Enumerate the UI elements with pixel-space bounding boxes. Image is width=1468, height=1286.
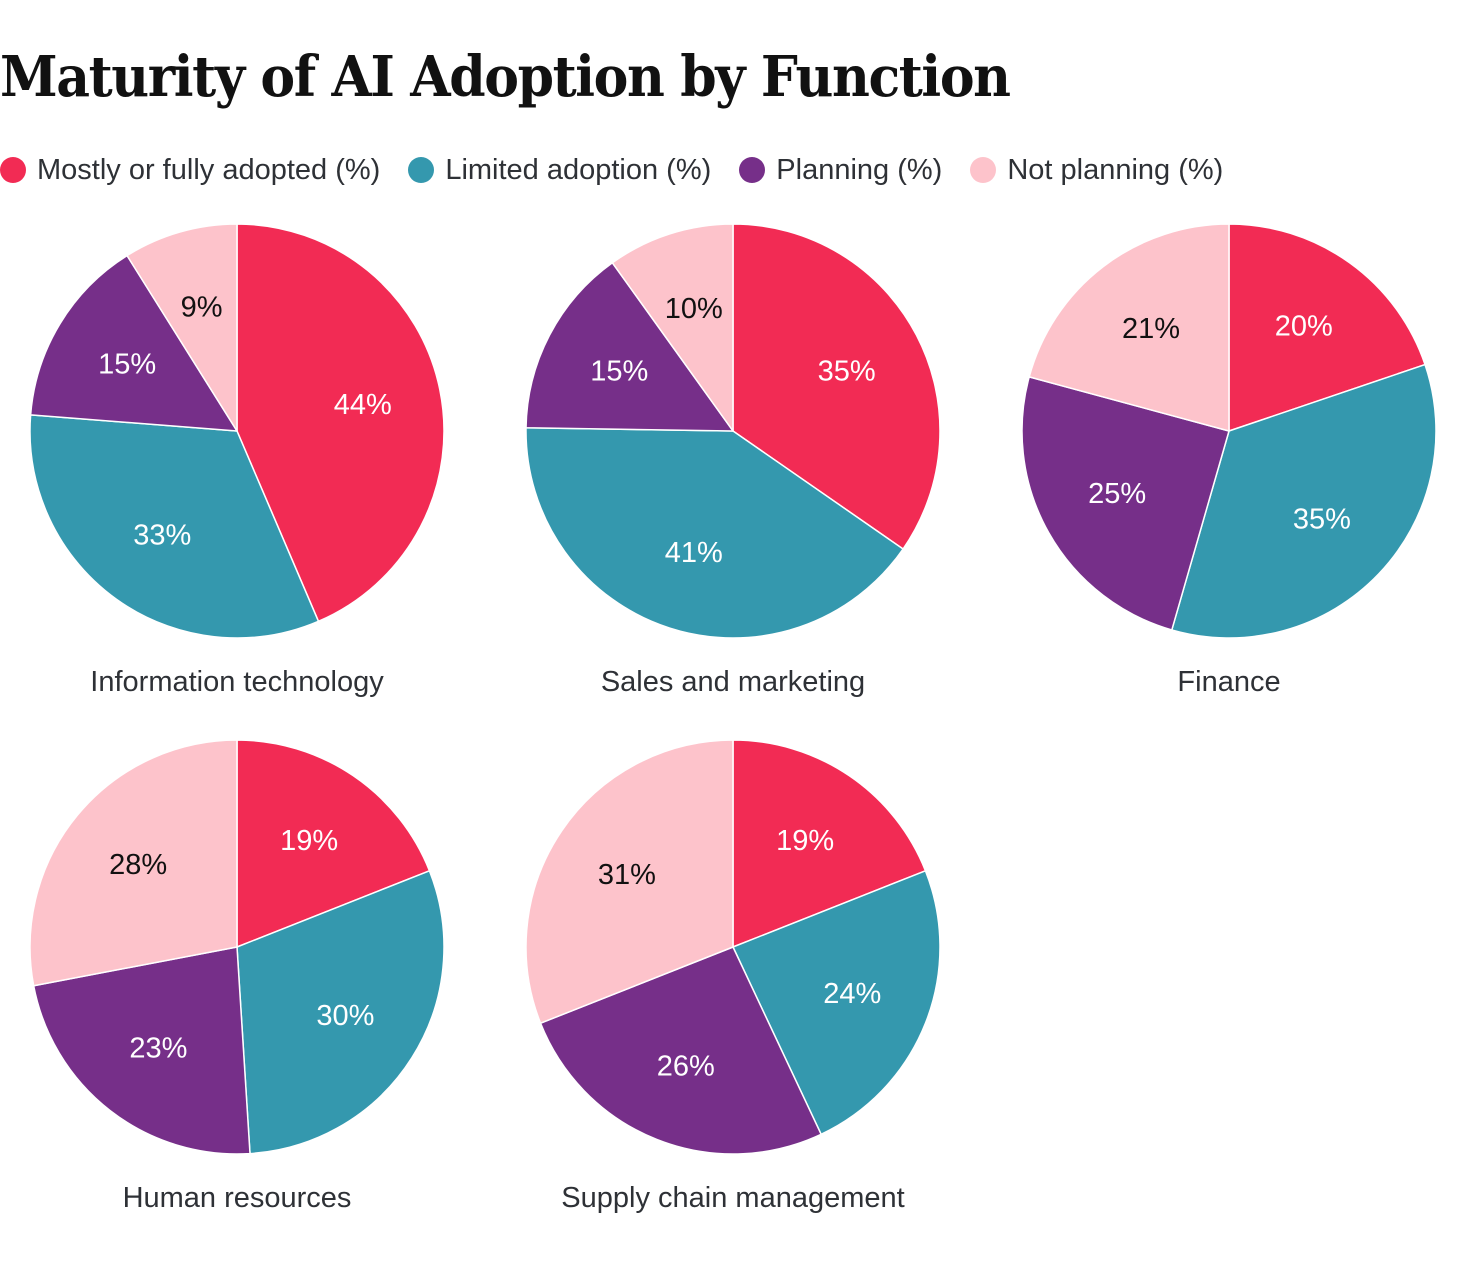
legend: Mostly or fully adopted (%) Limited adop… (0, 150, 1251, 190)
pie-caption: Human resources (123, 1182, 352, 1214)
slice-data-label: 25% (1088, 478, 1146, 510)
pie-slice-planning (29, 254, 238, 432)
slice-data-label: 19% (776, 825, 834, 857)
pie-slice-mostly-adopted (236, 739, 431, 948)
pie-slice-limited-adoption (525, 427, 904, 639)
slice-data-label: 21% (1122, 313, 1180, 345)
pie-slice-not-planning (29, 739, 238, 987)
pie-sales-and-marketing: 35% 41% 15% 10% Sales and marketing (525, 223, 941, 698)
pie-slice-mostly-adopted (732, 223, 941, 550)
pie-slice-not-planning (126, 223, 238, 432)
pie-slice-limited-adoption (1171, 363, 1437, 639)
pie-slice-not-planning (525, 739, 734, 1024)
pie-slice-not-planning (611, 223, 734, 432)
slice-data-label: 26% (657, 1050, 715, 1082)
pie-caption: Supply chain management (561, 1182, 904, 1214)
legend-item-mostly-adopted: Mostly or fully adopted (%) (0, 154, 380, 187)
pie-slice-mostly-adopted (1228, 223, 1426, 432)
slice-data-label: 23% (129, 1032, 187, 1064)
slice-data-label: 10% (665, 293, 723, 325)
slice-data-label: 30% (316, 1000, 374, 1032)
pie-slice-limited-adoption (732, 870, 941, 1136)
legend-swatch-planning (739, 157, 766, 183)
legend-label: Limited adoption (%) (445, 153, 712, 186)
slice-data-label: 33% (133, 519, 191, 551)
legend-item-limited-adoption: Limited adoption (%) (408, 154, 711, 187)
slice-data-label: 15% (590, 355, 648, 387)
pie-slice-planning (32, 946, 251, 1155)
pie-slice-not-planning (1028, 223, 1230, 432)
pie-slice-planning (525, 262, 734, 432)
slice-data-label: 31% (598, 859, 656, 891)
slice-data-label: 35% (1293, 504, 1351, 536)
legend-label: Not planning (%) (1007, 153, 1224, 186)
pie-slice-limited-adoption (236, 870, 445, 1155)
legend-item-planning: Planning (%) (739, 154, 942, 187)
legend-label: Planning (%) (776, 153, 943, 186)
pie-caption: Information technology (90, 666, 384, 698)
slice-data-label: 20% (1275, 311, 1333, 343)
pie-slice-planning (539, 946, 822, 1155)
pie-slice-planning (1021, 376, 1230, 631)
pie-caption: Finance (1177, 666, 1280, 698)
pie-slice-mostly-adopted (732, 739, 927, 948)
slice-data-label: 9% (181, 292, 223, 324)
pie-caption: Sales and marketing (601, 666, 865, 698)
pie-supply-chain-management: 19% 24% 26% 31% Supply chain management (525, 739, 941, 1214)
legend-swatch-mostly-adopted (0, 157, 26, 183)
slice-data-label: 44% (334, 389, 392, 421)
pie-finance: 20% 35% 25% 21% Finance (1021, 223, 1437, 698)
slice-data-label: 28% (109, 849, 167, 881)
slice-data-label: 41% (665, 537, 723, 569)
legend-swatch-limited-adoption (408, 157, 435, 183)
slice-data-label: 15% (98, 349, 156, 381)
pie-slice-limited-adoption (29, 414, 320, 639)
legend-item-not-planning: Not planning (%) (970, 154, 1223, 187)
pie-human-resources: 19% 30% 23% 28% Human resources (29, 739, 445, 1214)
chart-title: Maturity of AI Adoption by Function (0, 44, 1011, 110)
legend-swatch-not-planning (970, 157, 997, 183)
pie-slice-mostly-adopted (236, 223, 445, 623)
legend-label: Mostly or fully adopted (%) (37, 153, 381, 186)
slice-data-label: 35% (818, 355, 876, 387)
slice-data-label: 24% (823, 978, 881, 1010)
slice-data-label: 19% (280, 825, 338, 857)
pie-information-technology: 44% 33% 15% 9% Information technology (29, 223, 445, 698)
